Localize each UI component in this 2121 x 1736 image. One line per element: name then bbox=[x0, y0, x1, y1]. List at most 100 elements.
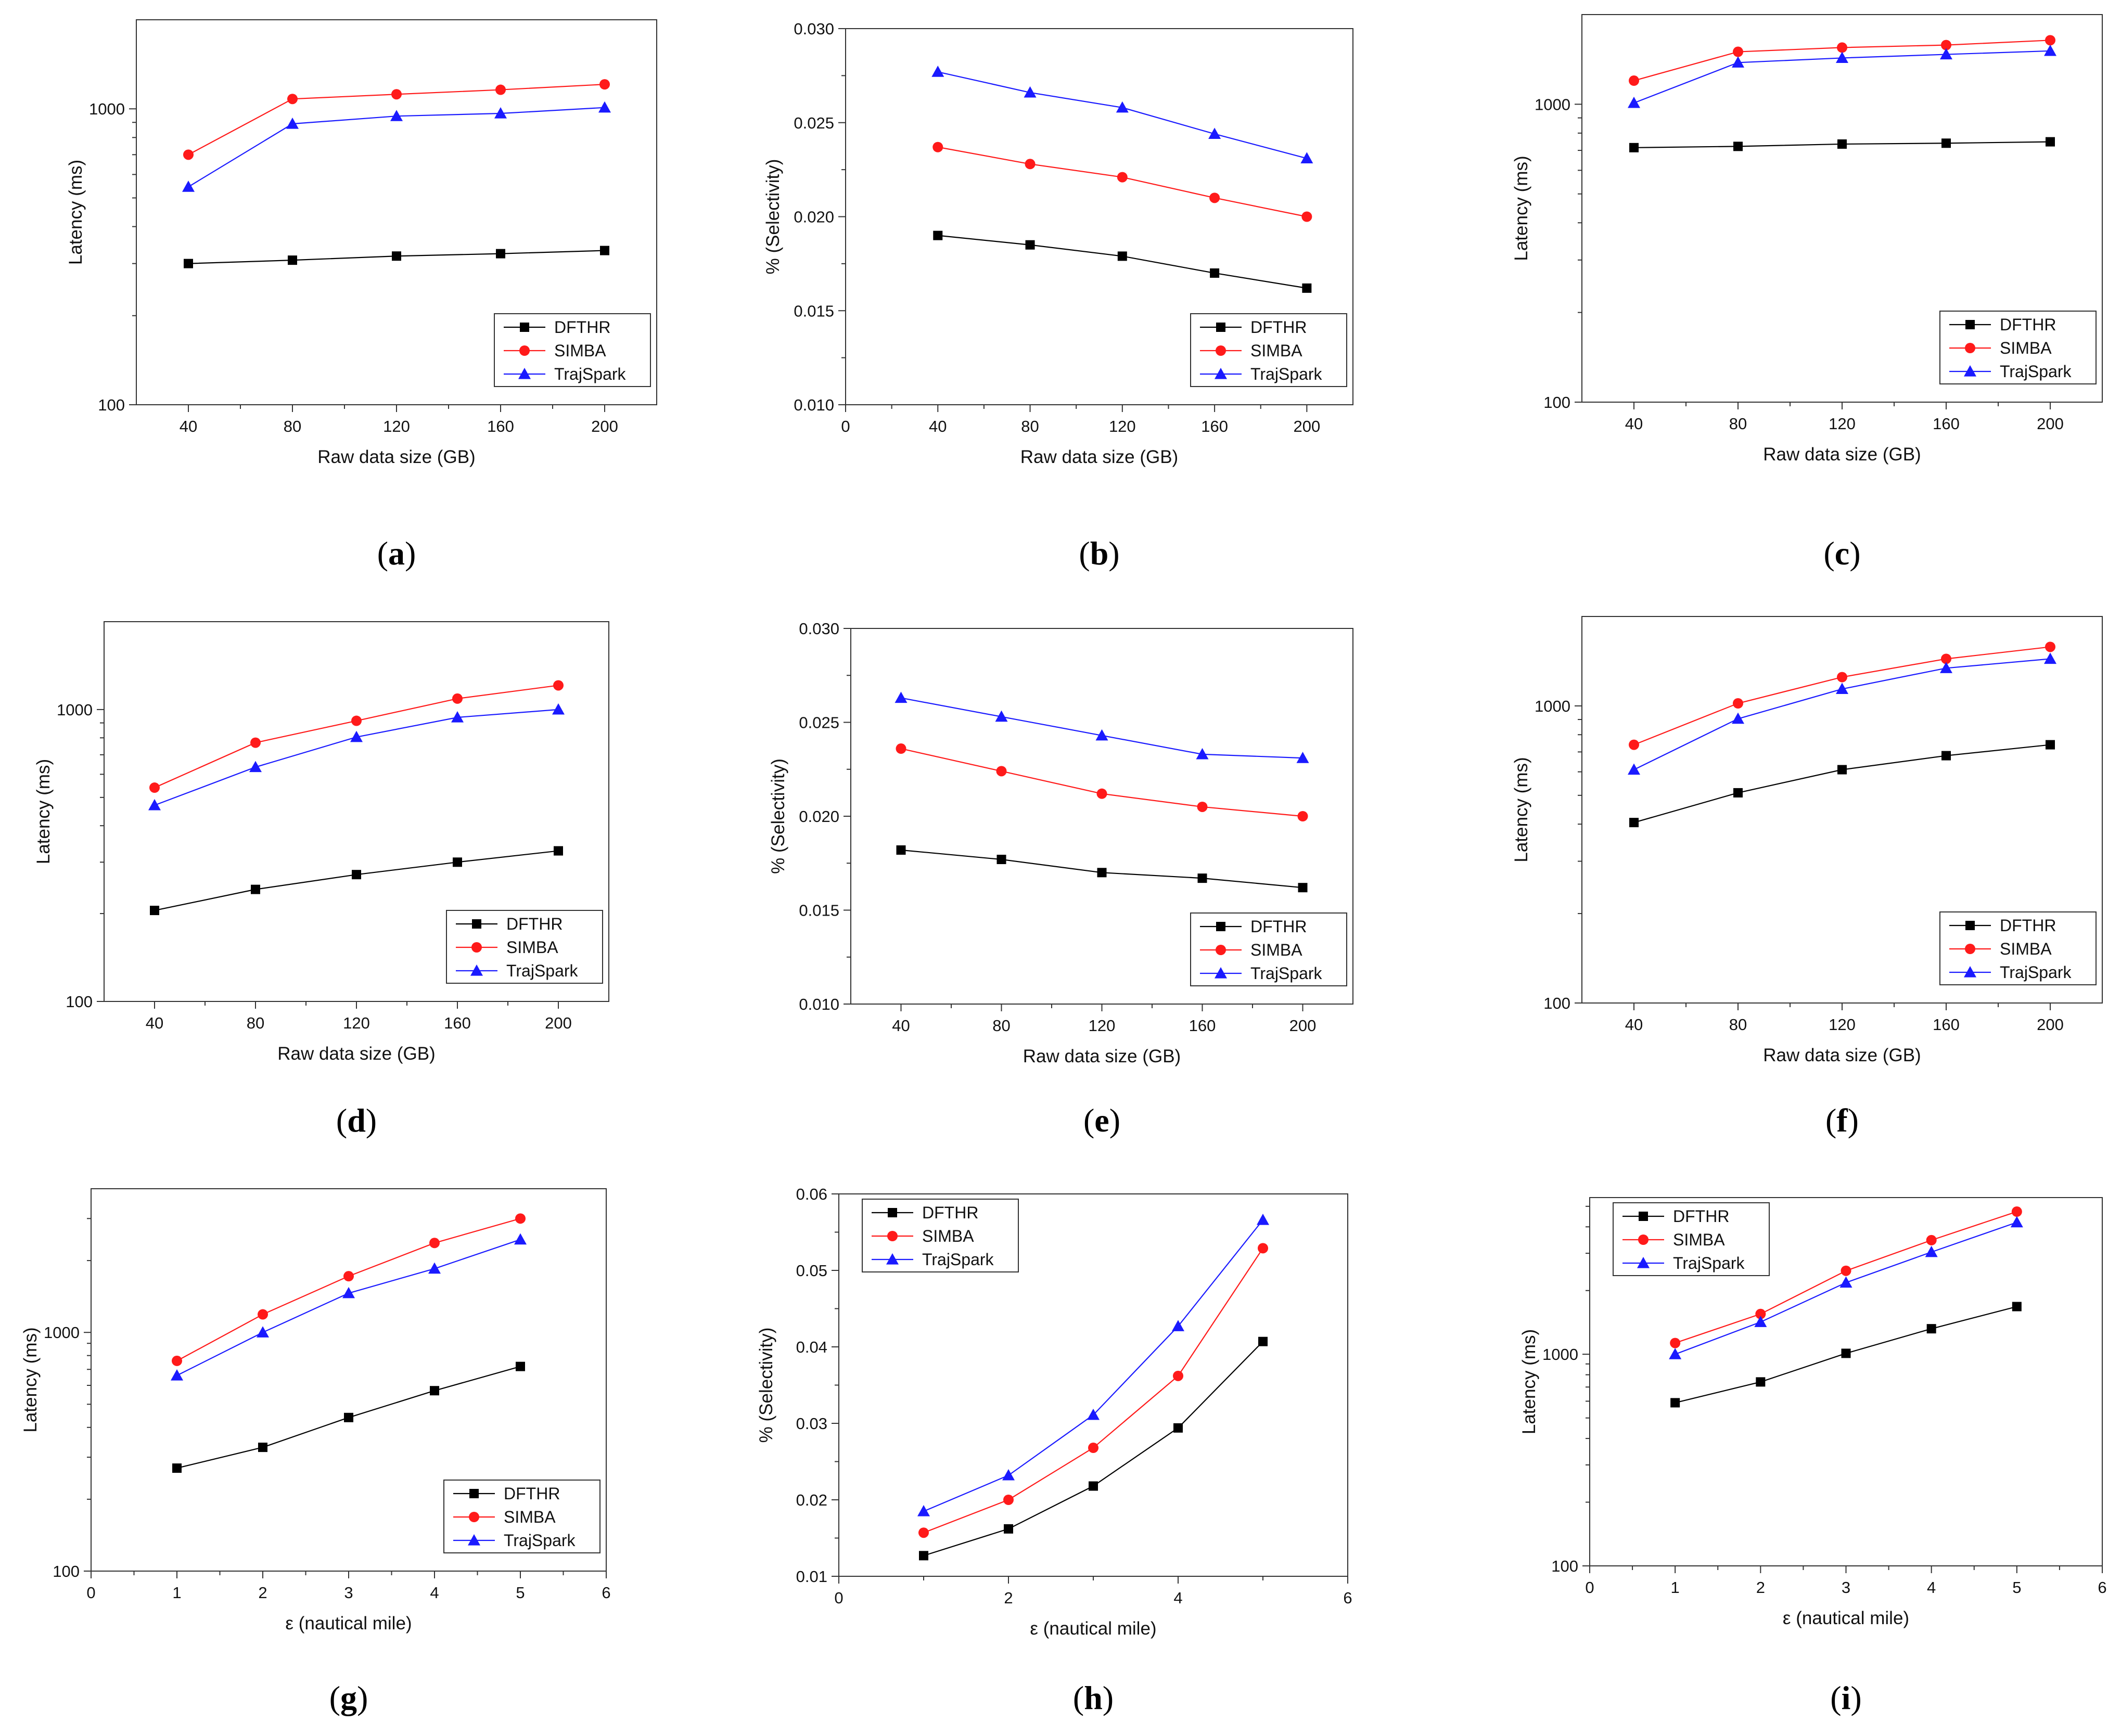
y-axis-label: Latency (ms) bbox=[66, 160, 86, 265]
x-axis-label: Raw data size (GB) bbox=[1763, 444, 1921, 465]
chart-panel-a: 40 80 120 160 200 100 1000 Raw data size (GB) La… bbox=[66, 19, 657, 572]
series-trajspark bbox=[182, 101, 611, 192]
data-point bbox=[1173, 1423, 1183, 1433]
panel-caption: (d) bbox=[336, 1102, 377, 1139]
legend-label-dfthr: DFTHR bbox=[504, 1484, 560, 1503]
x-tick-label: 160 bbox=[1933, 1015, 1960, 1034]
y-axis-label: % (Selectivity) bbox=[768, 758, 788, 874]
y-axis-label: Latency (ms) bbox=[1511, 156, 1531, 261]
data-point bbox=[350, 730, 363, 742]
legend-marker bbox=[1215, 368, 1227, 379]
x-tick-label: 40 bbox=[146, 1014, 163, 1032]
legend-marker bbox=[1965, 944, 1975, 954]
legend-marker bbox=[1965, 343, 1975, 353]
data-point bbox=[351, 715, 362, 726]
y-tick-label: 0.015 bbox=[799, 902, 839, 920]
x-tick-label: 80 bbox=[247, 1014, 264, 1032]
data-point bbox=[392, 251, 401, 261]
legend-marker bbox=[1216, 922, 1225, 931]
data-point bbox=[1301, 211, 1312, 222]
chart-panel-f: 40 80 120 160 200 100 1000 Raw data size (GB) La… bbox=[1511, 616, 2103, 1139]
series-trajspark bbox=[895, 691, 1309, 763]
data-point bbox=[172, 1463, 182, 1473]
y-tick-label: 0.03 bbox=[796, 1414, 827, 1433]
x-tick-label: 160 bbox=[444, 1014, 471, 1032]
data-point bbox=[1088, 1443, 1098, 1454]
y-tick-label: 0.02 bbox=[796, 1491, 827, 1509]
legend-marker bbox=[1216, 945, 1226, 955]
x-tick-label: 80 bbox=[1021, 417, 1039, 435]
x-tick-label: 200 bbox=[545, 1014, 572, 1032]
y-tick-label: 0.010 bbox=[794, 396, 834, 414]
series-simba bbox=[1670, 1206, 2022, 1348]
data-point bbox=[250, 737, 261, 748]
legend-label-trajspark: TrajSpark bbox=[2000, 963, 2072, 982]
x-tick-label: 120 bbox=[343, 1014, 370, 1032]
series-line bbox=[176, 1239, 521, 1376]
y-tick-label: 0.020 bbox=[794, 208, 834, 226]
data-point bbox=[1087, 1408, 1100, 1420]
x-tick-label: 120 bbox=[1829, 415, 1856, 433]
legend-marker bbox=[519, 345, 530, 356]
series-dfthr bbox=[1629, 137, 2055, 152]
data-point bbox=[1257, 1213, 1269, 1225]
x-tick-label: 200 bbox=[1289, 1017, 1317, 1035]
data-point bbox=[148, 799, 161, 811]
legend-label-dfthr: DFTHR bbox=[554, 318, 610, 337]
x-tick-label: 120 bbox=[383, 417, 410, 435]
x-tick-label: 120 bbox=[1109, 417, 1136, 435]
data-point bbox=[1173, 1370, 1183, 1381]
series-dfthr bbox=[184, 246, 609, 268]
y-axis-label: Latency (ms) bbox=[1511, 757, 1531, 862]
data-point bbox=[895, 691, 908, 703]
data-point bbox=[995, 710, 1008, 722]
data-point bbox=[1670, 1398, 1680, 1408]
y-tick-label: 0.01 bbox=[796, 1567, 827, 1586]
legend-label-dfthr: DFTHR bbox=[2000, 916, 2056, 935]
legend-marker bbox=[1965, 320, 1975, 329]
legend-marker bbox=[469, 1489, 479, 1498]
data-point bbox=[598, 101, 611, 113]
x-tick-label: 40 bbox=[1625, 1015, 1643, 1034]
y-tick-label: 1000 bbox=[57, 701, 93, 719]
data-point bbox=[1004, 1524, 1013, 1534]
series-simba bbox=[149, 680, 564, 793]
x-tick-label: 2 bbox=[1004, 1589, 1013, 1607]
data-point bbox=[430, 1386, 439, 1396]
legend-label-simba: SIMBA bbox=[506, 938, 558, 957]
legend-marker bbox=[887, 1231, 898, 1241]
data-point bbox=[600, 246, 609, 255]
y-tick-label: 100 bbox=[98, 396, 125, 414]
data-point bbox=[2044, 44, 2056, 56]
data-point bbox=[896, 845, 906, 855]
panel-caption: (f) bbox=[1825, 1102, 1859, 1139]
x-tick-label: 1 bbox=[1671, 1578, 1680, 1597]
legend: DFTHR SIMBA TrajSpark bbox=[446, 910, 603, 984]
data-point bbox=[451, 711, 464, 723]
x-tick-label: 200 bbox=[2037, 415, 2064, 433]
panel-caption: (g) bbox=[329, 1679, 368, 1716]
legend-marker bbox=[518, 368, 531, 379]
y-tick-label: 100 bbox=[66, 993, 93, 1011]
legend-label-trajspark: TrajSpark bbox=[504, 1531, 576, 1550]
y-axis-label: Latency (ms) bbox=[1519, 1329, 1539, 1434]
legend: DFTHR SIMBA TrajSpark bbox=[862, 1199, 1019, 1272]
data-point bbox=[919, 1551, 928, 1561]
data-point bbox=[494, 107, 507, 119]
series-simba bbox=[932, 142, 1312, 222]
data-point bbox=[428, 1262, 441, 1274]
data-point bbox=[1629, 739, 1639, 750]
x-tick-label: 160 bbox=[487, 417, 514, 435]
y-tick-label: 0.015 bbox=[794, 302, 834, 320]
x-axis-label: Raw data size (GB) bbox=[1023, 1046, 1181, 1066]
series-dfthr bbox=[933, 230, 1312, 293]
data-point bbox=[496, 249, 505, 259]
x-tick-label: 2 bbox=[258, 1584, 267, 1602]
x-axis-label: Raw data size (GB) bbox=[317, 447, 475, 467]
series-simba bbox=[918, 1243, 1268, 1538]
legend-marker bbox=[1639, 1212, 1648, 1221]
data-point bbox=[288, 255, 297, 265]
legend-label-simba: SIMBA bbox=[2000, 339, 2052, 357]
data-point bbox=[251, 884, 260, 894]
y-axis-label: % (Selectivity) bbox=[756, 1328, 776, 1443]
